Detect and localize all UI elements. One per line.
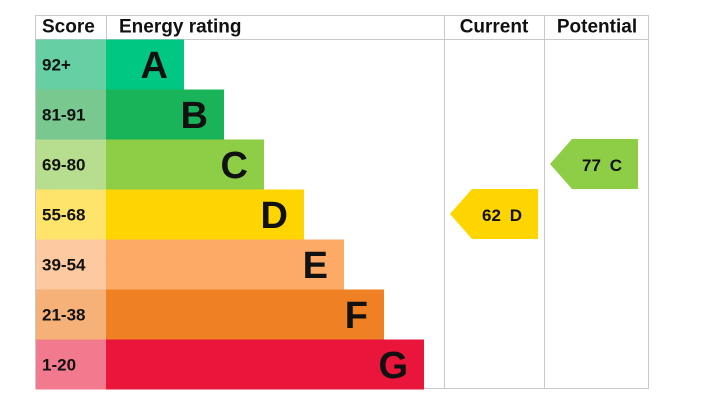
current-value: 62 (482, 206, 501, 225)
current-arrow (450, 189, 538, 239)
band-letter: D (261, 195, 288, 237)
current-label: 62 D (482, 206, 522, 225)
potential-label: 77 C (582, 156, 622, 175)
rating-bar (106, 289, 384, 340)
current-band: D (510, 206, 522, 225)
score-cell (36, 289, 106, 340)
score-label: 55-68 (42, 206, 85, 225)
score-label: 69-80 (42, 156, 85, 175)
header-current: Current (460, 17, 529, 38)
band-letter: G (378, 345, 408, 387)
rating-bar (106, 339, 424, 390)
band-letter: E (303, 245, 328, 287)
rating-bar (106, 189, 304, 240)
band-letter: C (221, 145, 248, 187)
score-label: 21-38 (42, 306, 85, 325)
rating-bar (106, 239, 344, 290)
header-rating: Energy rating (119, 17, 241, 38)
band-letter: F (345, 295, 368, 337)
rating-bar (106, 89, 224, 140)
score-label: 81-91 (42, 106, 85, 125)
band-letter: B (181, 95, 208, 137)
header-score: Score (42, 17, 95, 38)
rating-bar (106, 139, 264, 190)
score-label: 1-20 (42, 356, 76, 375)
score-label: 92+ (42, 56, 71, 75)
score-cell (36, 239, 106, 290)
score-cell (36, 189, 106, 240)
score-cell (36, 89, 106, 140)
potential-value: 77 (582, 156, 601, 175)
score-cell (36, 39, 106, 90)
score-label: 39-54 (42, 256, 86, 275)
rating-bar (106, 39, 184, 90)
score-cell (36, 339, 106, 390)
header-potential: Potential (557, 17, 637, 38)
potential-arrow (550, 139, 638, 189)
band-letter: A (141, 45, 168, 87)
potential-band: C (610, 156, 622, 175)
score-cell (36, 139, 106, 190)
